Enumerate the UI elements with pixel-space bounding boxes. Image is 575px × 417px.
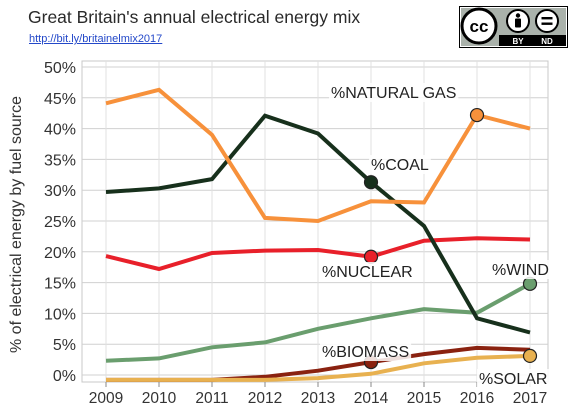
x-tick-label: 2010 (142, 390, 177, 407)
series-marker-wind (522, 276, 538, 291)
nd-label: ND (541, 37, 553, 46)
y-tick-label: 5% (53, 337, 76, 354)
series-label-bg-solar (477, 369, 550, 388)
x-tick-label: 2017 (513, 390, 547, 407)
y-tick-label: 50% (44, 60, 76, 77)
series-marker-natural-gas (469, 107, 485, 123)
series-label-bg-natural-gas (329, 83, 459, 102)
series-line-coal (105, 113, 531, 335)
series-label-coal: %COAL (371, 157, 429, 174)
series-line-nuclear (105, 236, 531, 272)
series-marker-nuclear (363, 249, 379, 264)
series-line-solar (106, 353, 531, 382)
y-tick-label: 15% (44, 276, 76, 293)
cc-icon (460, 7, 498, 45)
y-tick-label: 40% (44, 122, 76, 139)
series-line-wind (105, 282, 531, 363)
y-tick-label: 0% (53, 368, 76, 385)
series-marker-solar (522, 348, 538, 364)
series-label-bg-wind (490, 260, 551, 279)
y-tick-label: 30% (44, 183, 76, 200)
series-label-biomass: %BIOMASS (322, 344, 409, 361)
chart-title: Great Britain's annual electrical energy… (28, 7, 361, 27)
y-tick-label: 35% (44, 152, 76, 169)
y-tick-label: 45% (44, 91, 76, 108)
x-tick-label: 2009 (89, 390, 123, 407)
x-tick-label: 2012 (248, 390, 282, 407)
series-label-bg-coal (369, 155, 431, 174)
series-label-natural-gas: %NATURAL GAS (331, 85, 456, 102)
source-link[interactable]: http://bit.ly/britainelmix2017 (29, 33, 163, 45)
y-tick-label: 10% (44, 306, 76, 323)
series-label-bg-nuclear (320, 262, 415, 281)
y-axis-label: % of electrical energy by fuel source (8, 96, 25, 353)
y-tick-label: 25% (44, 214, 76, 231)
x-tick-label: 2011 (195, 390, 228, 407)
y-tick-label: 20% (44, 245, 76, 262)
series-label-wind: %WIND (492, 262, 549, 279)
by-label: BY (512, 37, 524, 46)
series-marker-coal (363, 175, 379, 190)
series-label-bg-biomass (320, 342, 412, 361)
x-tick-label: 2013 (301, 390, 335, 407)
cc-by-nd-license-badge: cc BY ND (459, 6, 568, 48)
series-label-solar: %SOLAR (479, 371, 547, 388)
x-tick-label: 2016 (460, 390, 494, 407)
x-tick-label: 2015 (407, 390, 441, 407)
series-line-natural-gas (105, 87, 531, 224)
nd-icon (535, 9, 559, 33)
series-label-nuclear: %NUCLEAR (322, 264, 413, 281)
cc-icon-label: cc (470, 17, 489, 36)
x-tick-label: 2014 (354, 390, 389, 407)
